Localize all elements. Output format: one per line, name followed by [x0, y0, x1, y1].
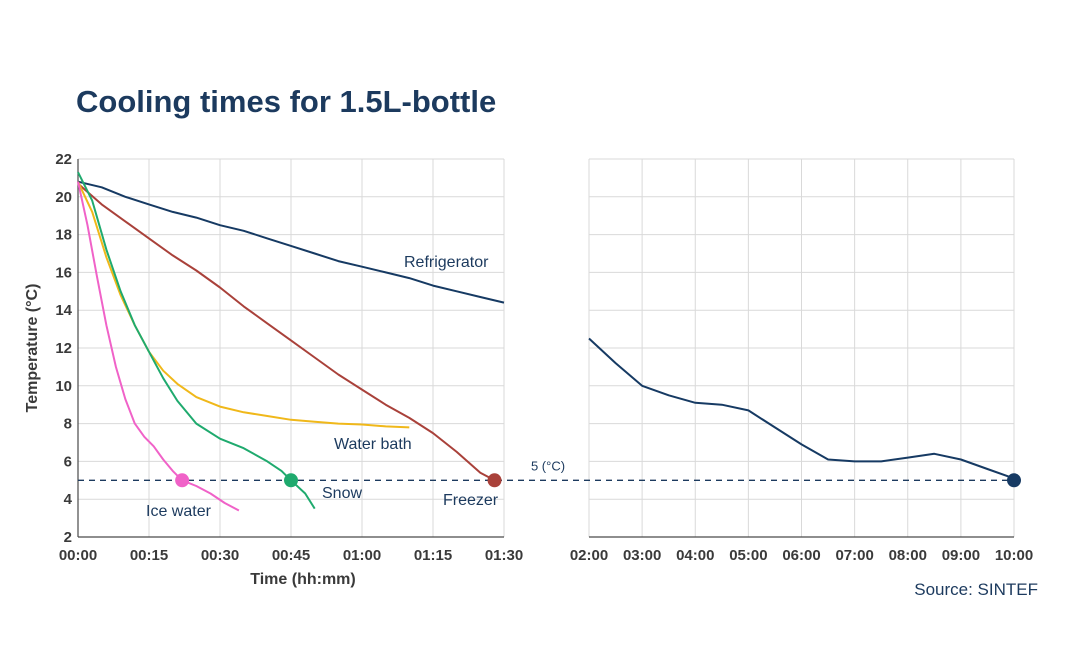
y-tick-label: 16	[55, 264, 72, 281]
y-tick-label: 6	[64, 453, 72, 470]
y-tick-label: 2	[64, 529, 72, 546]
x-axis-title: Time (hh:mm)	[250, 571, 355, 588]
x-tick-label: 01:30	[485, 547, 523, 564]
reference-line-group: 5 (°C)	[78, 458, 1014, 481]
series-label-freezer: Freezer	[443, 492, 499, 509]
y-tick-label: 22	[55, 151, 72, 168]
series-line-water-bath	[77, 181, 410, 429]
series-line-freezer	[77, 182, 495, 482]
series-line-refrigerator	[77, 180, 505, 304]
x-tick-label: 05:00	[729, 547, 767, 564]
series-group	[77, 171, 1021, 512]
series-marker-freezer	[487, 473, 502, 488]
series-marker-refrigerator	[1007, 473, 1021, 488]
series-label-water-bath: Water bath	[334, 436, 412, 453]
y-tick-label: 14	[55, 302, 72, 319]
x-tick-label: 03:00	[623, 547, 661, 564]
y-axis-title: Temperature (°C)	[24, 284, 41, 413]
x-tick-label: 00:30	[201, 547, 239, 564]
y-tick-label: 12	[55, 340, 72, 357]
x-tick-label: 00:15	[130, 547, 168, 564]
x-tick-label: 00:00	[59, 547, 97, 564]
x-tick-label: 00:45	[272, 547, 310, 564]
series-label-ice-water: Ice water	[146, 503, 212, 520]
x-tick-label: 08:00	[889, 547, 927, 564]
x-tick-label: 02:00	[570, 547, 608, 564]
chart-title: Cooling times for 1.5L-bottle	[76, 84, 496, 120]
series-line-snow	[77, 171, 316, 510]
series-labels: Refrigerator Freezer Water bath Snow Ice wat…	[146, 254, 499, 520]
chart-title-bold: 1.5L-bottle	[339, 84, 497, 119]
y-tick-label: 20	[55, 189, 72, 206]
series-label-refrigerator: Refrigerator	[404, 254, 489, 271]
y-tick-label: 10	[55, 378, 72, 395]
series-line-refrigerator	[588, 337, 1015, 480]
x-tick-label: 06:00	[782, 547, 820, 564]
x-tick-label: 04:00	[676, 547, 714, 564]
chart-title-regular: Cooling times for	[76, 84, 340, 119]
reference-line-label: 5 (°C)	[531, 458, 565, 473]
y-tick-label: 8	[64, 416, 72, 433]
x-tick-label: 01:00	[343, 547, 381, 564]
series-marker-ice-water	[175, 473, 190, 488]
series-label-snow: Snow	[322, 485, 362, 502]
source-note: Source: SINTEF	[914, 580, 1038, 599]
x-tick-label: 10:00	[995, 547, 1033, 564]
x-tick-label: 09:00	[942, 547, 980, 564]
chart-grid	[77, 158, 1015, 538]
x-tick-label: 07:00	[835, 547, 873, 564]
series-marker-snow	[284, 473, 298, 488]
chart-axes: 00:00 00:15 00:30 00:45 01:00 01:15 01:30 02:00…	[24, 151, 1033, 588]
x-tick-label: 01:15	[414, 547, 452, 564]
y-tick-label: 18	[55, 227, 72, 244]
series-line-ice-water	[77, 181, 240, 512]
y-tick-label: 4	[64, 491, 73, 508]
